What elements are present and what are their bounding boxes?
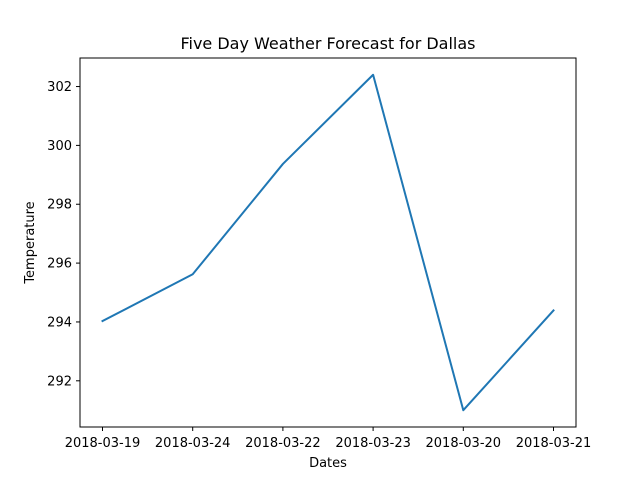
plot-area bbox=[80, 58, 576, 427]
y-axis-ticks: 292 294 296 298 300 302 bbox=[47, 80, 80, 389]
x-tick-label: 2018-03-21 bbox=[516, 436, 592, 451]
series-group bbox=[101, 73, 555, 412]
x-tick-label: 2018-03-22 bbox=[245, 436, 321, 451]
y-tick-label: 302 bbox=[47, 80, 72, 95]
x-tick-label: 2018-03-24 bbox=[155, 436, 231, 451]
plot-frame bbox=[79, 57, 577, 428]
y-axis-label: Temperature bbox=[23, 201, 38, 284]
y-tick-label: 296 bbox=[47, 257, 72, 272]
series-line bbox=[101, 73, 555, 412]
x-tick-label: 2018-03-19 bbox=[65, 436, 141, 451]
y-tick-label: 294 bbox=[47, 315, 72, 330]
x-tick-label: 2018-03-20 bbox=[426, 436, 502, 451]
chart-title: Five Day Weather Forecast for Dallas bbox=[180, 34, 475, 53]
y-tick-label: 300 bbox=[47, 139, 72, 154]
y-tick-label: 292 bbox=[47, 374, 72, 389]
y-tick-label: 298 bbox=[47, 198, 72, 213]
x-tick-label: 2018-03-23 bbox=[335, 436, 411, 451]
x-axis-ticks: 2018-03-19 2018-03-24 2018-03-22 2018-03-23… bbox=[65, 427, 592, 451]
x-axis-label: Dates bbox=[309, 456, 347, 471]
